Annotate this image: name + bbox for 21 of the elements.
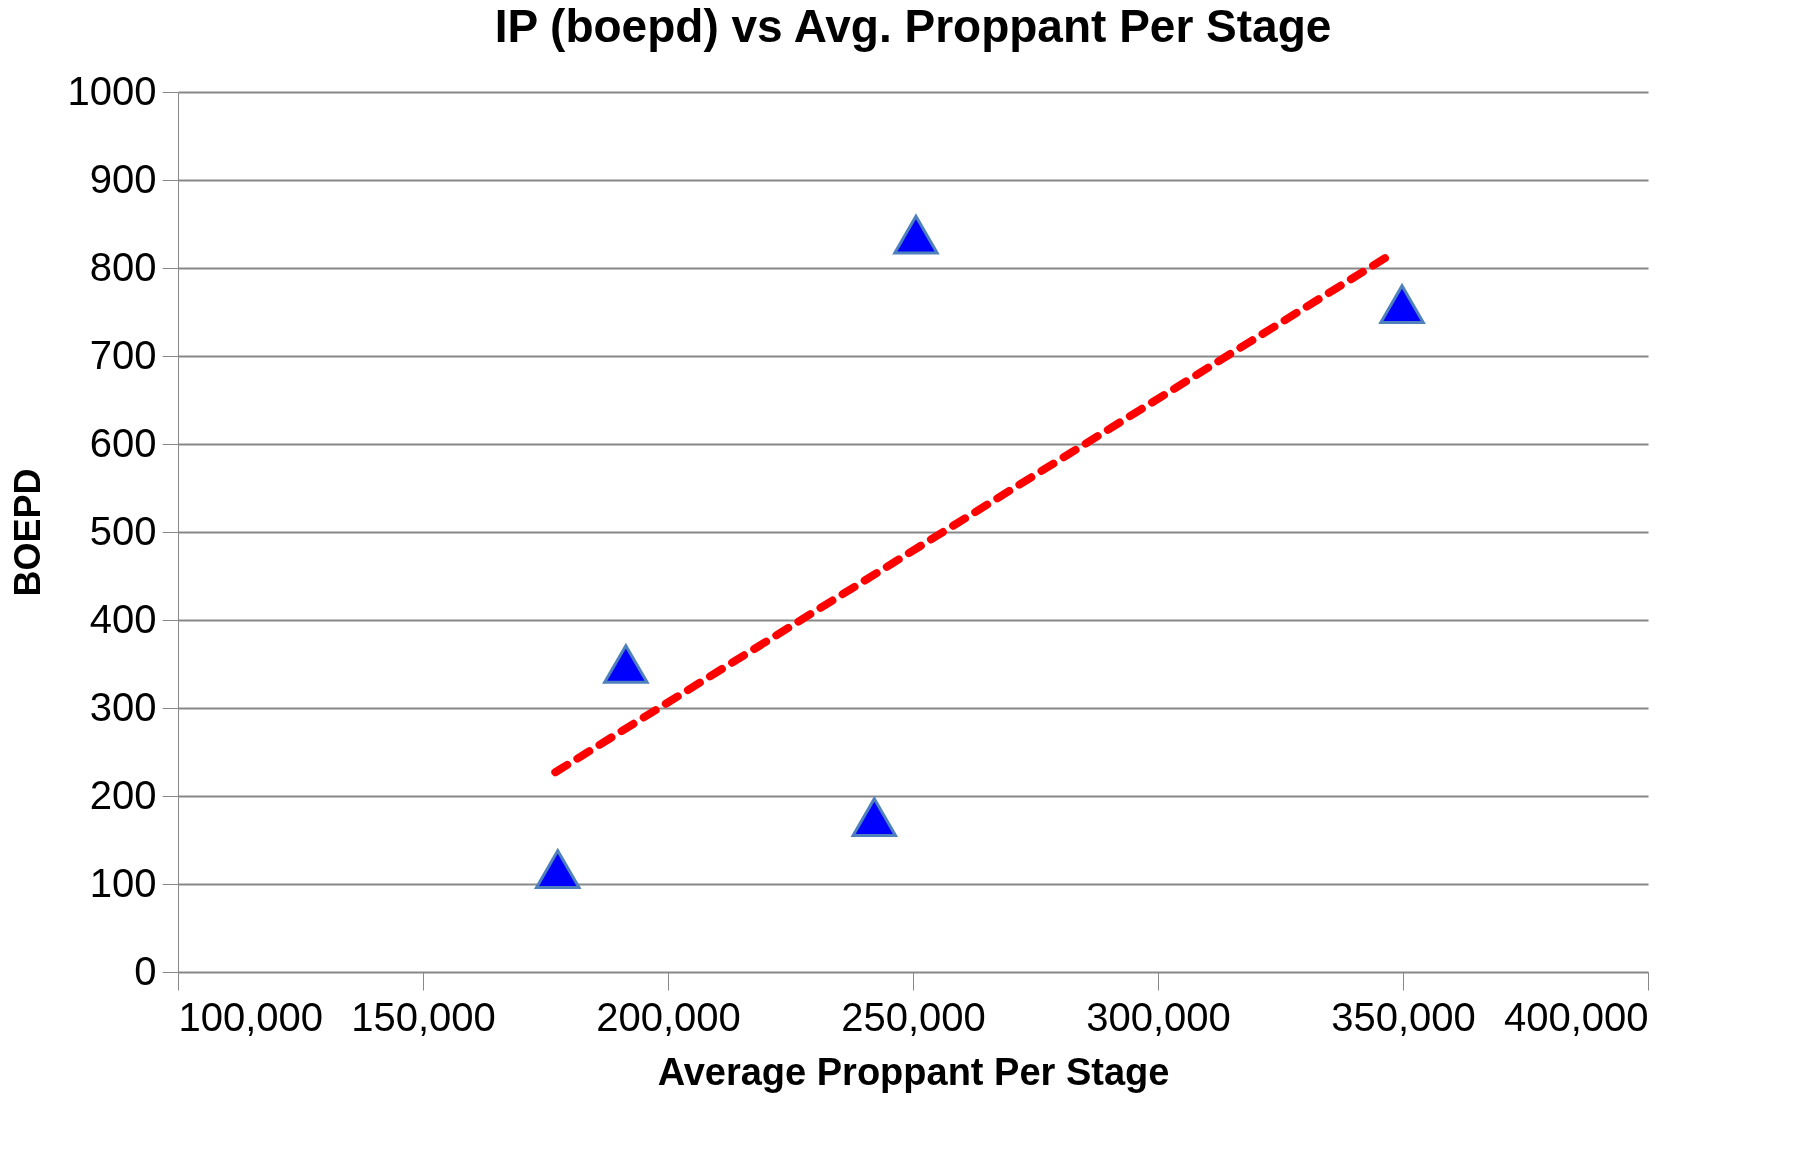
x-tick-label: 150,000	[351, 994, 496, 1039]
chart-title: IP (boepd) vs Avg. Proppant Per Stage	[494, 0, 1332, 52]
y-tick-label: 600	[89, 420, 157, 465]
y-tick-label: 1000	[67, 68, 157, 113]
y-axis-title: BOEPD	[6, 468, 48, 597]
y-tick-label: 800	[89, 244, 157, 289]
x-tick-label: 300,000	[1086, 994, 1231, 1039]
y-tick-label: 200	[89, 772, 157, 817]
x-tick-label: 100,000	[178, 994, 324, 1039]
y-tick-label: 0	[134, 948, 157, 993]
x-tick-label: 250,000	[841, 994, 986, 1039]
x-tick-label: 200,000	[596, 994, 741, 1039]
y-tick-label: 900	[89, 156, 157, 201]
x-axis-title: Average Proppant Per Stage	[657, 1050, 1170, 1093]
x-tick-label: 400,000	[1503, 994, 1649, 1039]
y-tick-label: 100	[89, 860, 157, 905]
y-tick-label: 400	[89, 596, 157, 641]
x-tick-label: 350,000	[1331, 994, 1476, 1039]
y-tick-label: 700	[89, 332, 157, 377]
y-tick-label: 500	[89, 508, 157, 553]
y-tick-label: 300	[89, 684, 157, 729]
